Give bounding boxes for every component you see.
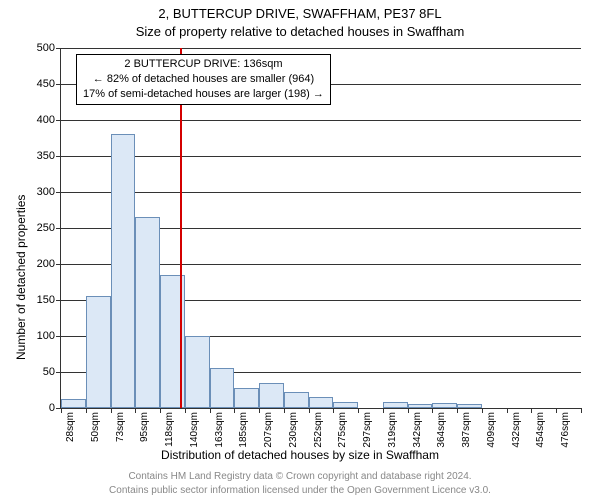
x-tick-mark — [111, 408, 112, 413]
x-tick-mark — [408, 408, 409, 413]
footer-copyright: Contains HM Land Registry data © Crown c… — [0, 471, 600, 482]
histogram-bar — [185, 336, 210, 408]
plot-area: 05010015020025030035040045050028sqm50sqm… — [60, 48, 581, 409]
page-subtitle: Size of property relative to detached ho… — [0, 24, 600, 39]
x-tick-mark — [482, 408, 483, 413]
x-tick-mark — [61, 408, 62, 413]
y-tick-label: 250 — [15, 222, 55, 234]
y-tick-mark — [56, 156, 61, 157]
histogram-bar — [210, 368, 235, 408]
x-axis-label: Distribution of detached houses by size … — [0, 448, 600, 462]
x-tick-mark — [86, 408, 87, 413]
grid-line — [61, 192, 581, 193]
histogram-bar — [259, 383, 284, 408]
x-tick-mark — [507, 408, 508, 413]
footer-licence: Contains public sector information licen… — [0, 485, 600, 496]
y-tick-label: 50 — [15, 366, 55, 378]
y-tick-label: 450 — [15, 78, 55, 90]
y-tick-label: 200 — [15, 258, 55, 270]
grid-line — [61, 156, 581, 157]
annotation-box: 2 BUTTERCUP DRIVE: 136sqm← 82% of detach… — [76, 54, 331, 105]
x-tick-mark — [556, 408, 557, 413]
histogram-bar — [111, 134, 136, 408]
y-tick-label: 100 — [15, 330, 55, 342]
y-tick-label: 350 — [15, 150, 55, 162]
y-tick-mark — [56, 192, 61, 193]
histogram-bar — [457, 404, 482, 408]
y-tick-mark — [56, 300, 61, 301]
y-tick-label: 150 — [15, 294, 55, 306]
y-tick-mark — [56, 372, 61, 373]
x-tick-mark — [259, 408, 260, 413]
y-tick-label: 400 — [15, 114, 55, 126]
x-tick-mark — [432, 408, 433, 413]
x-tick-mark — [531, 408, 532, 413]
annotation-line: 2 BUTTERCUP DRIVE: 136sqm — [83, 57, 324, 72]
histogram-bar — [383, 402, 408, 408]
x-tick-mark — [383, 408, 384, 413]
histogram-bar — [309, 397, 334, 408]
x-tick-mark — [284, 408, 285, 413]
x-tick-mark — [358, 408, 359, 413]
y-tick-mark — [56, 336, 61, 337]
x-tick-mark — [135, 408, 136, 413]
x-tick-mark — [234, 408, 235, 413]
y-tick-mark — [56, 120, 61, 121]
y-tick-label: 0 — [15, 402, 55, 414]
page-title-address: 2, BUTTERCUP DRIVE, SWAFFHAM, PE37 8FL — [0, 6, 600, 21]
y-tick-label: 500 — [15, 42, 55, 54]
grid-line — [61, 48, 581, 49]
annotation-line: ← 82% of detached houses are smaller (96… — [83, 72, 324, 87]
histogram-bar — [284, 392, 309, 408]
histogram-bar — [234, 388, 259, 408]
x-tick-mark — [309, 408, 310, 413]
histogram-bar — [408, 404, 433, 408]
y-tick-mark — [56, 264, 61, 265]
histogram-bar — [333, 402, 358, 408]
histogram-bar — [432, 403, 457, 408]
histogram-bar — [61, 399, 86, 408]
y-tick-mark — [56, 228, 61, 229]
grid-line — [61, 120, 581, 121]
y-tick-mark — [56, 48, 61, 49]
x-tick-mark — [160, 408, 161, 413]
histogram-bar — [135, 217, 160, 408]
chart-container: 2, BUTTERCUP DRIVE, SWAFFHAM, PE37 8FL S… — [0, 0, 600, 500]
x-tick-mark — [210, 408, 211, 413]
x-tick-mark — [581, 408, 582, 413]
annotation-line: 17% of semi-detached houses are larger (… — [83, 87, 324, 102]
x-tick-mark — [333, 408, 334, 413]
x-tick-mark — [185, 408, 186, 413]
y-tick-mark — [56, 84, 61, 85]
x-tick-mark — [457, 408, 458, 413]
histogram-bar — [86, 296, 111, 408]
y-tick-label: 300 — [15, 186, 55, 198]
